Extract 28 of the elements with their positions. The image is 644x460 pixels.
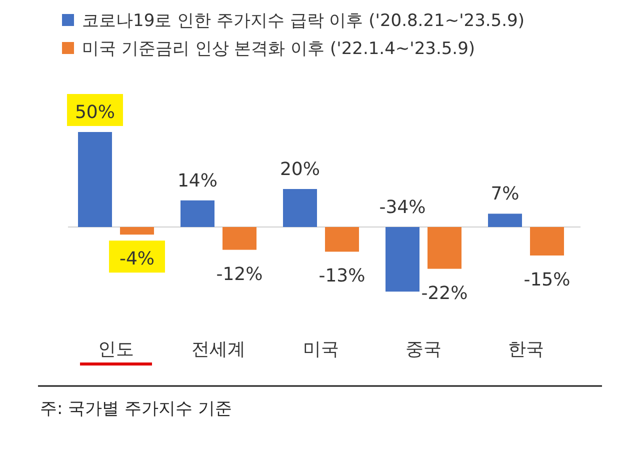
x-tick-label: 전세계 [192,339,246,360]
data-label: 14% [177,170,218,192]
x-tick-label: 미국 [303,339,339,360]
data-label: 7% [490,184,520,205]
data-label: -4% [119,248,155,270]
bar [530,227,564,256]
legend-label: 미국 기준금리 인상 본격화 이후 ('22.1.4~'23.5.9) [82,39,476,59]
text: 주: 국가별 주가지수 기준 [40,399,232,419]
x-tick-label: 인도 [98,339,134,360]
data-label: -22% [421,282,468,304]
x-tick-label: 한국 [508,339,544,360]
data-label: -12% [216,264,263,285]
data-label: -13% [318,266,366,287]
bar [120,227,154,235]
bar [283,189,317,227]
data-label: 20% [280,159,320,180]
data-label: 50% [74,102,116,123]
bar [222,227,256,250]
bar [488,214,522,227]
bar [386,227,420,292]
data-label: -34% [379,197,426,218]
bar [180,200,214,227]
bar [325,227,359,252]
bar [428,227,462,269]
x-tick-label: 중국 [406,339,442,360]
bar [78,132,112,227]
legend-label: 코로나19로 인한 주가지수 급락 이후 ('20.8.21~'23.5.9) [82,11,524,31]
data-label: -15% [524,270,570,290]
